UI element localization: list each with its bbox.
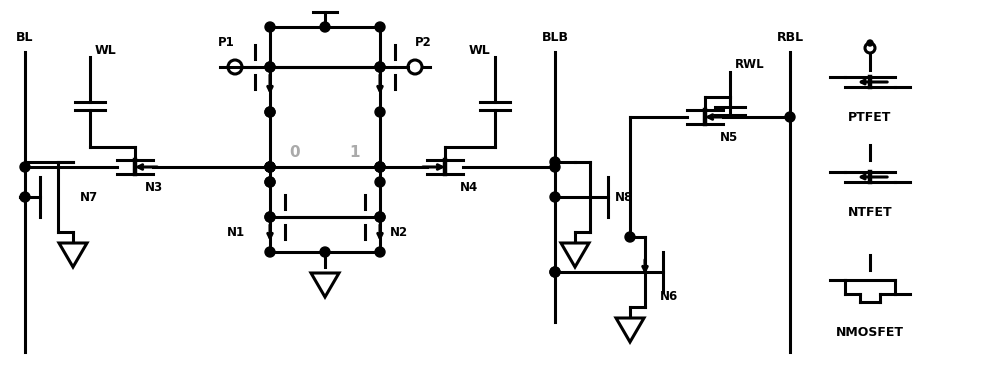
Text: N7: N7 — [80, 191, 98, 203]
Circle shape — [375, 22, 385, 32]
Circle shape — [375, 212, 385, 222]
Circle shape — [375, 162, 385, 172]
Text: BL: BL — [16, 31, 34, 44]
Circle shape — [265, 107, 275, 117]
Circle shape — [375, 62, 385, 72]
Text: BLB: BLB — [542, 31, 568, 44]
Text: 0: 0 — [290, 145, 300, 160]
Circle shape — [20, 192, 30, 202]
Text: RBL: RBL — [776, 31, 804, 44]
Circle shape — [265, 162, 275, 172]
Text: N6: N6 — [660, 290, 678, 303]
Text: N4: N4 — [460, 180, 478, 194]
Circle shape — [375, 107, 385, 117]
Circle shape — [375, 162, 385, 172]
Text: 1: 1 — [350, 145, 360, 160]
Circle shape — [265, 107, 275, 117]
Text: P2: P2 — [415, 36, 432, 49]
Circle shape — [867, 40, 873, 46]
Circle shape — [265, 177, 275, 187]
Circle shape — [375, 62, 385, 72]
Circle shape — [375, 212, 385, 222]
Text: PTFET: PTFET — [848, 111, 892, 123]
Text: N8: N8 — [615, 191, 633, 203]
Circle shape — [785, 112, 795, 122]
Text: N3: N3 — [145, 180, 163, 194]
Circle shape — [625, 232, 635, 242]
Text: WL: WL — [468, 44, 490, 56]
Circle shape — [265, 62, 275, 72]
Text: NMOSFET: NMOSFET — [836, 325, 904, 339]
Circle shape — [265, 247, 275, 257]
Circle shape — [321, 23, 329, 31]
Circle shape — [550, 162, 560, 172]
Circle shape — [550, 157, 560, 167]
Text: N5: N5 — [720, 131, 738, 143]
Text: NTFET: NTFET — [848, 205, 892, 218]
Circle shape — [550, 267, 560, 277]
Circle shape — [320, 247, 330, 257]
Text: N1: N1 — [227, 225, 245, 238]
Text: WL: WL — [95, 44, 117, 56]
Circle shape — [265, 177, 275, 187]
Circle shape — [265, 162, 275, 172]
Text: P1: P1 — [218, 36, 235, 49]
Circle shape — [265, 22, 275, 32]
Circle shape — [265, 212, 275, 222]
Circle shape — [20, 162, 30, 172]
Text: N2: N2 — [390, 225, 408, 238]
Circle shape — [265, 162, 275, 172]
Circle shape — [375, 177, 385, 187]
Circle shape — [320, 22, 330, 32]
Circle shape — [375, 162, 385, 172]
Circle shape — [265, 62, 275, 72]
Text: RWL: RWL — [735, 58, 765, 71]
Circle shape — [265, 162, 275, 172]
Circle shape — [375, 247, 385, 257]
Circle shape — [550, 192, 560, 202]
Circle shape — [550, 267, 560, 277]
Circle shape — [265, 212, 275, 222]
